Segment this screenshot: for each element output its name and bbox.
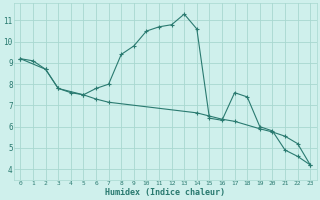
X-axis label: Humidex (Indice chaleur): Humidex (Indice chaleur) <box>105 188 225 197</box>
